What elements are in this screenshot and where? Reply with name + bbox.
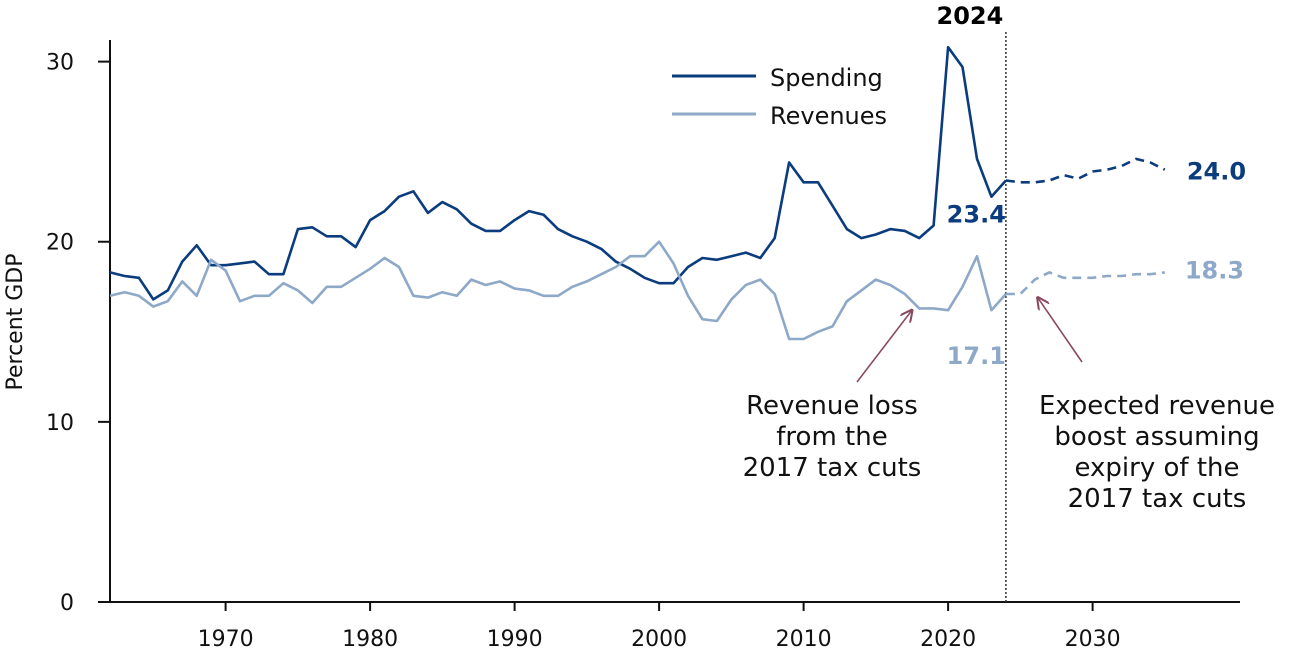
- annotation-1-arrow: [856, 310, 912, 383]
- y-tick-label-20: 20: [46, 231, 74, 256]
- annotation-1-line-1: Revenue loss: [746, 391, 918, 421]
- annotation-2-line-4: 2017 tax cuts: [1068, 484, 1247, 514]
- year-marker: 2024: [937, 2, 1007, 602]
- revenues-projection-line: [1005, 271, 1165, 296]
- revenues-value-label-2035: 18.3: [1185, 256, 1244, 284]
- y-tick-label-0: 0: [60, 591, 74, 616]
- annotation-1-line-3: 2017 tax cuts: [743, 453, 922, 483]
- annotation-2-line-2: boost assuming: [1054, 422, 1259, 452]
- x-tick-label-1980: 1980: [342, 627, 398, 652]
- revenues-historical-line: [109, 240, 1007, 341]
- x-tick-label-2000: 2000: [631, 627, 687, 652]
- series-layer: 23.4 24.0 17.1 18.3: [109, 45, 1246, 370]
- x-tick-label-1990: 1990: [487, 627, 543, 652]
- x-tick-label-2010: 2010: [776, 627, 832, 652]
- annotation-2-line-3: expiry of the: [1075, 453, 1240, 483]
- y-axis-title: Percent GDP: [3, 253, 28, 390]
- spending-historical-line: [109, 45, 1007, 301]
- x-tick-label-2020: 2020: [920, 627, 976, 652]
- legend: Spending Revenues: [672, 64, 887, 130]
- x-tick-label-2030: 2030: [1065, 627, 1121, 652]
- series-spending: 23.4 24.0: [109, 45, 1246, 301]
- spending-value-label-2024: 23.4: [947, 201, 1006, 229]
- spending-value-label-2035: 24.0: [1187, 158, 1246, 186]
- annotation-2-arrow: [1038, 298, 1083, 363]
- annotation-2-line-1: Expected revenue: [1039, 391, 1275, 421]
- annotation-1-line-2: from the: [776, 422, 887, 452]
- x-ticks: 1970 1980 1990 2000 2010 2020 2030: [198, 602, 1121, 652]
- legend-label-revenues: Revenues: [770, 102, 887, 130]
- x-tick-label-1970: 1970: [198, 627, 254, 652]
- y-tick-label-30: 30: [46, 51, 74, 76]
- y-ticks: 0 10 20 30: [46, 51, 110, 616]
- revenues-value-label-2024: 17.1: [947, 342, 1006, 370]
- spending-projection-line: [1005, 157, 1166, 184]
- year-2024-label: 2024: [937, 2, 1004, 30]
- y-tick-label-10: 10: [46, 411, 74, 436]
- series-revenues: 17.1 18.3: [109, 240, 1244, 370]
- legend-label-spending: Spending: [770, 64, 883, 92]
